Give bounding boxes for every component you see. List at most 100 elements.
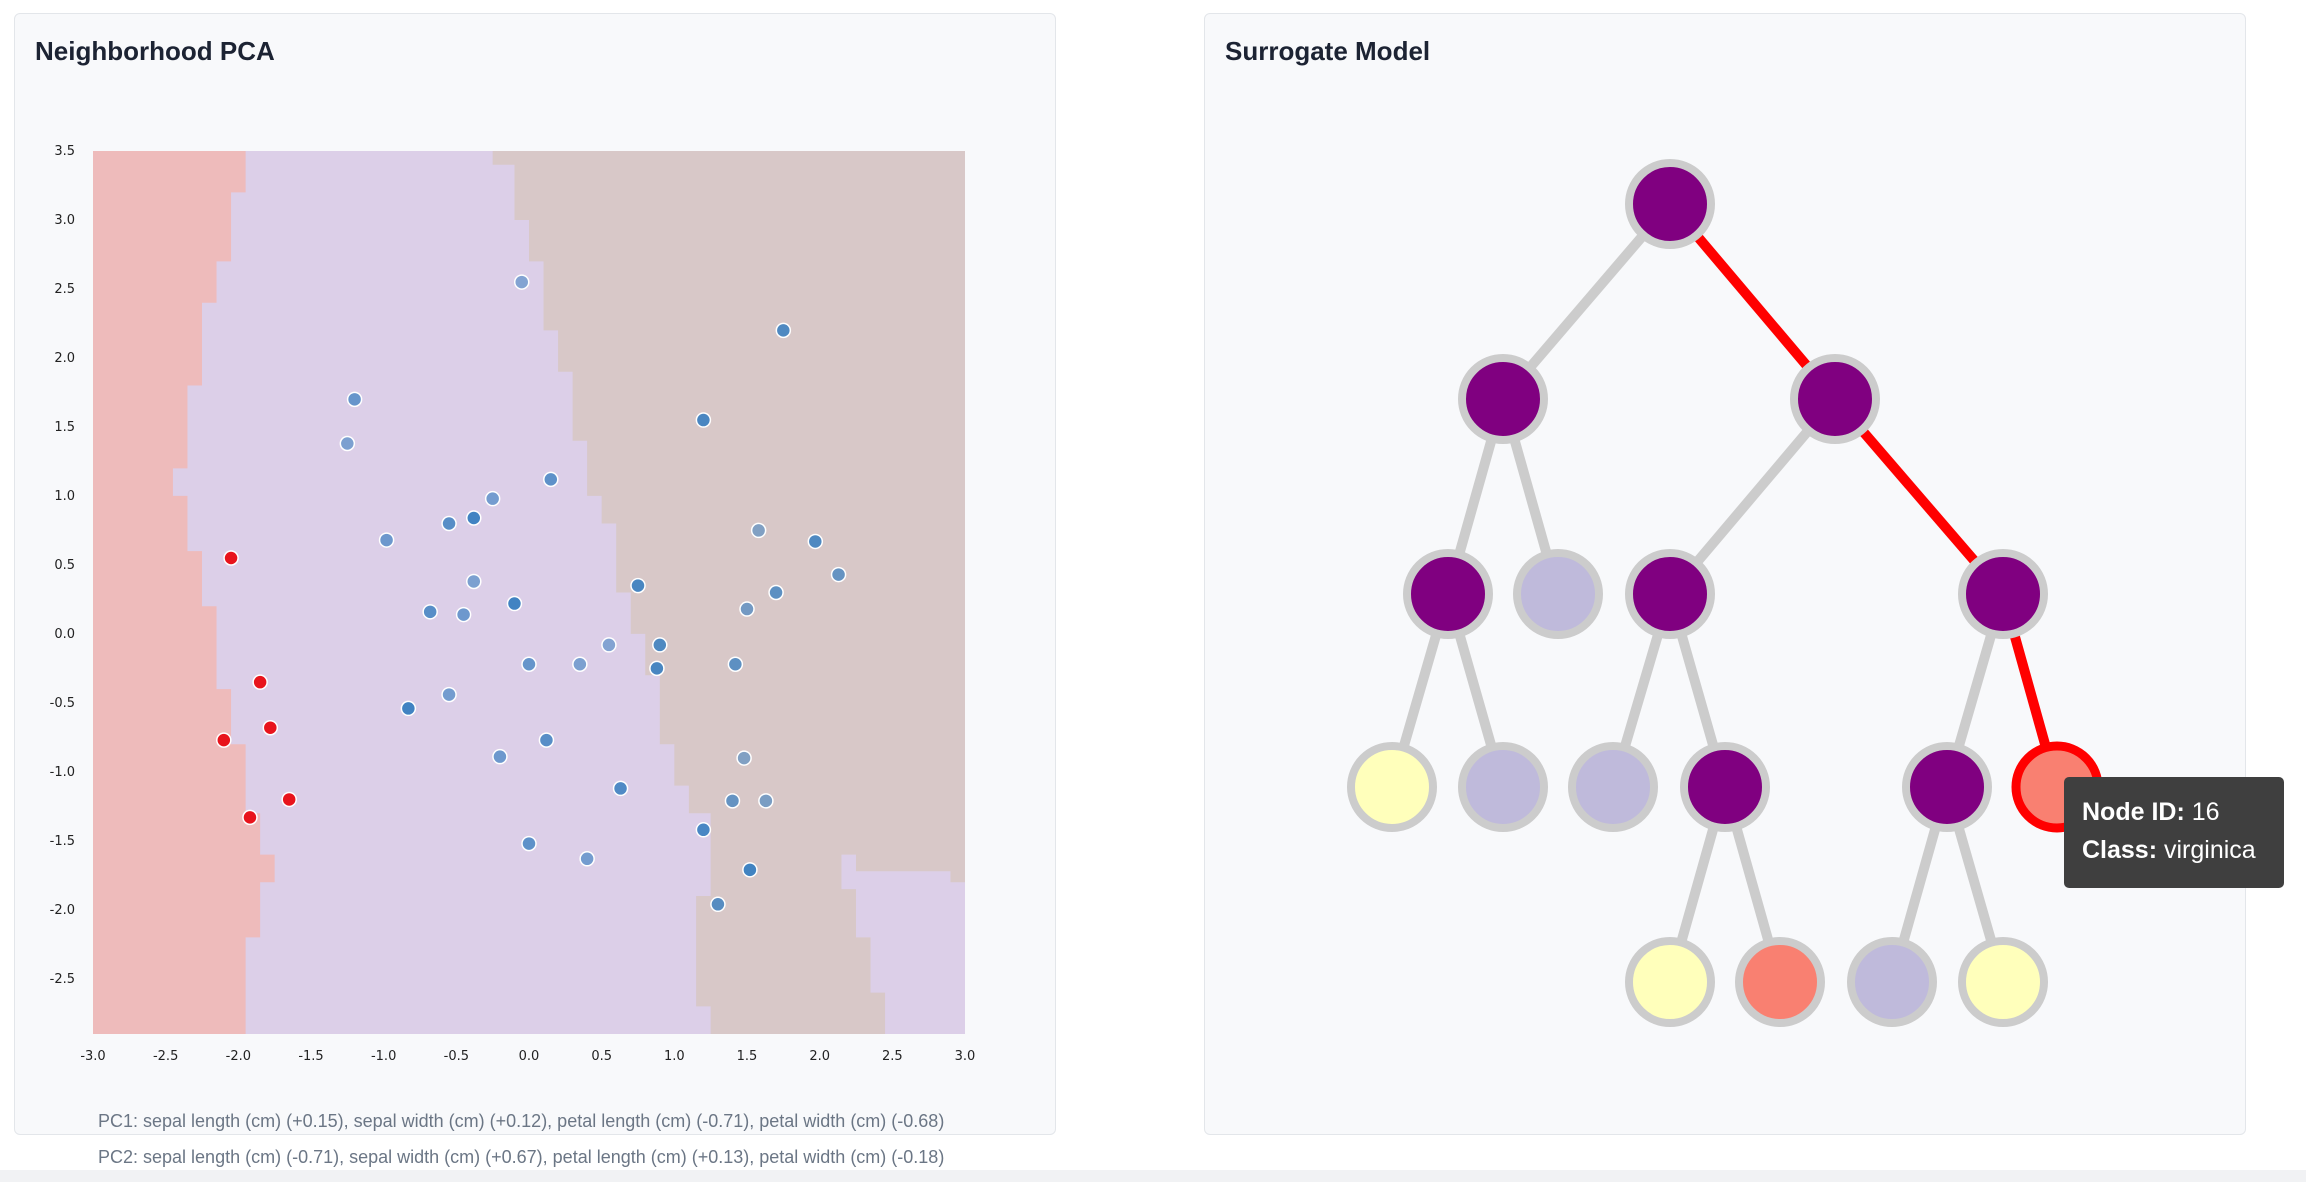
x-tick-label: 0.0	[519, 1049, 540, 1064]
point-blue	[484, 490, 501, 507]
pc1-caption: PC1: sepal length (cm) (+0.15), sepal wi…	[98, 1111, 945, 1131]
tree-node-8[interactable]	[1458, 742, 1548, 832]
x-axis-ticks: -3.0 -2.5 -2.0 -1.5 -1.0 -0.5 0.0 0.5 1.0 1.5 2.0 2…	[80, 1049, 975, 1064]
tree-node-11[interactable]	[1902, 742, 1992, 832]
point-blue	[538, 732, 555, 748]
point-blue	[724, 793, 741, 809]
point-blue	[710, 896, 726, 913]
x-tick-label: 1.0	[664, 1049, 685, 1064]
point-blue	[739, 601, 755, 617]
point-blue	[513, 274, 530, 290]
tree-node-0[interactable]	[1625, 159, 1715, 249]
tooltip-node-label: Node ID:	[2082, 798, 2185, 826]
tree-node-9[interactable]	[1568, 742, 1658, 832]
tree-nodes	[1347, 159, 2103, 1027]
point-blue	[775, 322, 792, 339]
pca-panel-title: Neighborhood PCA	[35, 36, 275, 66]
x-tick-label: 0.5	[591, 1049, 612, 1064]
tree-node-5[interactable]	[1625, 549, 1715, 639]
y-tick-label: -1.5	[50, 834, 75, 849]
x-tick-label: -2.5	[153, 1049, 178, 1064]
y-tick-label: 3.5	[54, 144, 75, 159]
x-tick-label: -1.5	[298, 1049, 323, 1064]
point-blue	[695, 412, 712, 428]
bottom-strip	[0, 1170, 2306, 1182]
point-blue	[346, 391, 363, 408]
point-blue	[466, 573, 482, 590]
x-tick-label: 2.0	[809, 1049, 830, 1064]
tooltip-class-label: Class:	[2082, 836, 2158, 864]
node-tooltip: Node ID: 16 Class: virginica	[2064, 777, 2284, 888]
y-tick-label: 1.0	[54, 489, 75, 504]
point-blue	[441, 686, 457, 703]
point-blue	[521, 835, 537, 852]
tree-panel: Surrogate Model	[1204, 13, 2246, 1135]
tree-node-6[interactable]	[1958, 549, 2048, 639]
point-blue	[521, 656, 537, 672]
point-blue	[612, 780, 629, 797]
point-blue	[807, 533, 824, 550]
y-tick-label: 0.5	[54, 558, 75, 573]
x-tick-label: 1.5	[737, 1049, 758, 1064]
point-blue	[543, 471, 559, 488]
y-tick-label: -0.5	[50, 696, 75, 711]
tree-node-12[interactable]	[1625, 937, 1715, 1027]
x-tick-label: 2.5	[882, 1049, 903, 1064]
point-blue	[652, 637, 668, 653]
point-red	[242, 809, 258, 826]
tree-node-10[interactable]	[1680, 742, 1770, 832]
tooltip-node-value: 16	[2191, 798, 2220, 826]
point-blue	[339, 435, 356, 452]
tree-node-1[interactable]	[1458, 354, 1548, 444]
pca-scatter-chart: -3.0 -2.5 -2.0 -1.5 -1.0 -0.5 0.0 0.5 1.0 1.5 2.0 2…	[50, 144, 976, 1064]
region-lavender-lower-right	[841, 854, 965, 1034]
point-blue	[630, 577, 646, 594]
x-tick-label: -3.0	[80, 1049, 105, 1064]
tree-panel-title: Surrogate Model	[1225, 36, 1431, 66]
point-blue	[400, 700, 417, 717]
point-blue	[601, 637, 617, 653]
y-tick-label: -1.0	[50, 765, 75, 780]
decision-regions	[93, 151, 965, 1034]
point-red	[262, 719, 279, 736]
y-axis-ticks: 3.5 3.0 2.5 2.0 1.5 1.0 0.5 0.0 -0.5 -1.0 -1.5 -2.0…	[50, 144, 75, 987]
y-tick-label: 2.0	[54, 351, 75, 366]
point-blue	[750, 522, 767, 539]
pca-panel: Neighborhood PCA -3.0 -2.5 -2.0 -1.5 -1.0 -0.…	[14, 13, 1056, 1135]
point-blue	[758, 793, 774, 809]
point-blue	[742, 862, 758, 878]
scatter-points	[216, 274, 847, 913]
y-tick-label: 2.5	[54, 282, 75, 297]
point-blue	[422, 604, 438, 620]
tooltip-class-value: virginica	[2164, 836, 2256, 864]
point-blue	[378, 532, 395, 548]
tree-node-15[interactable]	[1958, 937, 2048, 1027]
point-blue	[455, 606, 472, 623]
point-blue	[572, 656, 588, 672]
point-blue	[441, 515, 457, 532]
y-tick-label: -2.0	[50, 903, 75, 918]
point-blue	[649, 660, 665, 677]
y-tick-label: 1.5	[54, 420, 75, 435]
point-blue	[695, 822, 712, 838]
point-blue	[466, 510, 482, 526]
point-red	[216, 732, 232, 748]
point-red	[252, 674, 268, 690]
point-blue	[768, 584, 784, 601]
point-blue	[727, 656, 744, 672]
region-red	[93, 151, 275, 1034]
tree-node-7[interactable]	[1347, 742, 1437, 832]
surrogate-tree-diagram	[1347, 159, 2103, 1027]
tree-node-2[interactable]	[1790, 354, 1880, 444]
x-tick-label: -1.0	[371, 1049, 396, 1064]
tree-node-14[interactable]	[1847, 937, 1937, 1027]
point-red	[223, 550, 239, 566]
y-tick-label: -2.5	[50, 972, 75, 987]
y-tick-label: 0.0	[54, 627, 75, 642]
tree-node-13[interactable]	[1735, 937, 1825, 1027]
tree-node-4[interactable]	[1513, 549, 1603, 639]
point-blue	[492, 748, 508, 765]
tree-node-3[interactable]	[1403, 549, 1493, 639]
point-blue	[736, 750, 752, 766]
y-tick-label: 3.0	[54, 213, 75, 228]
